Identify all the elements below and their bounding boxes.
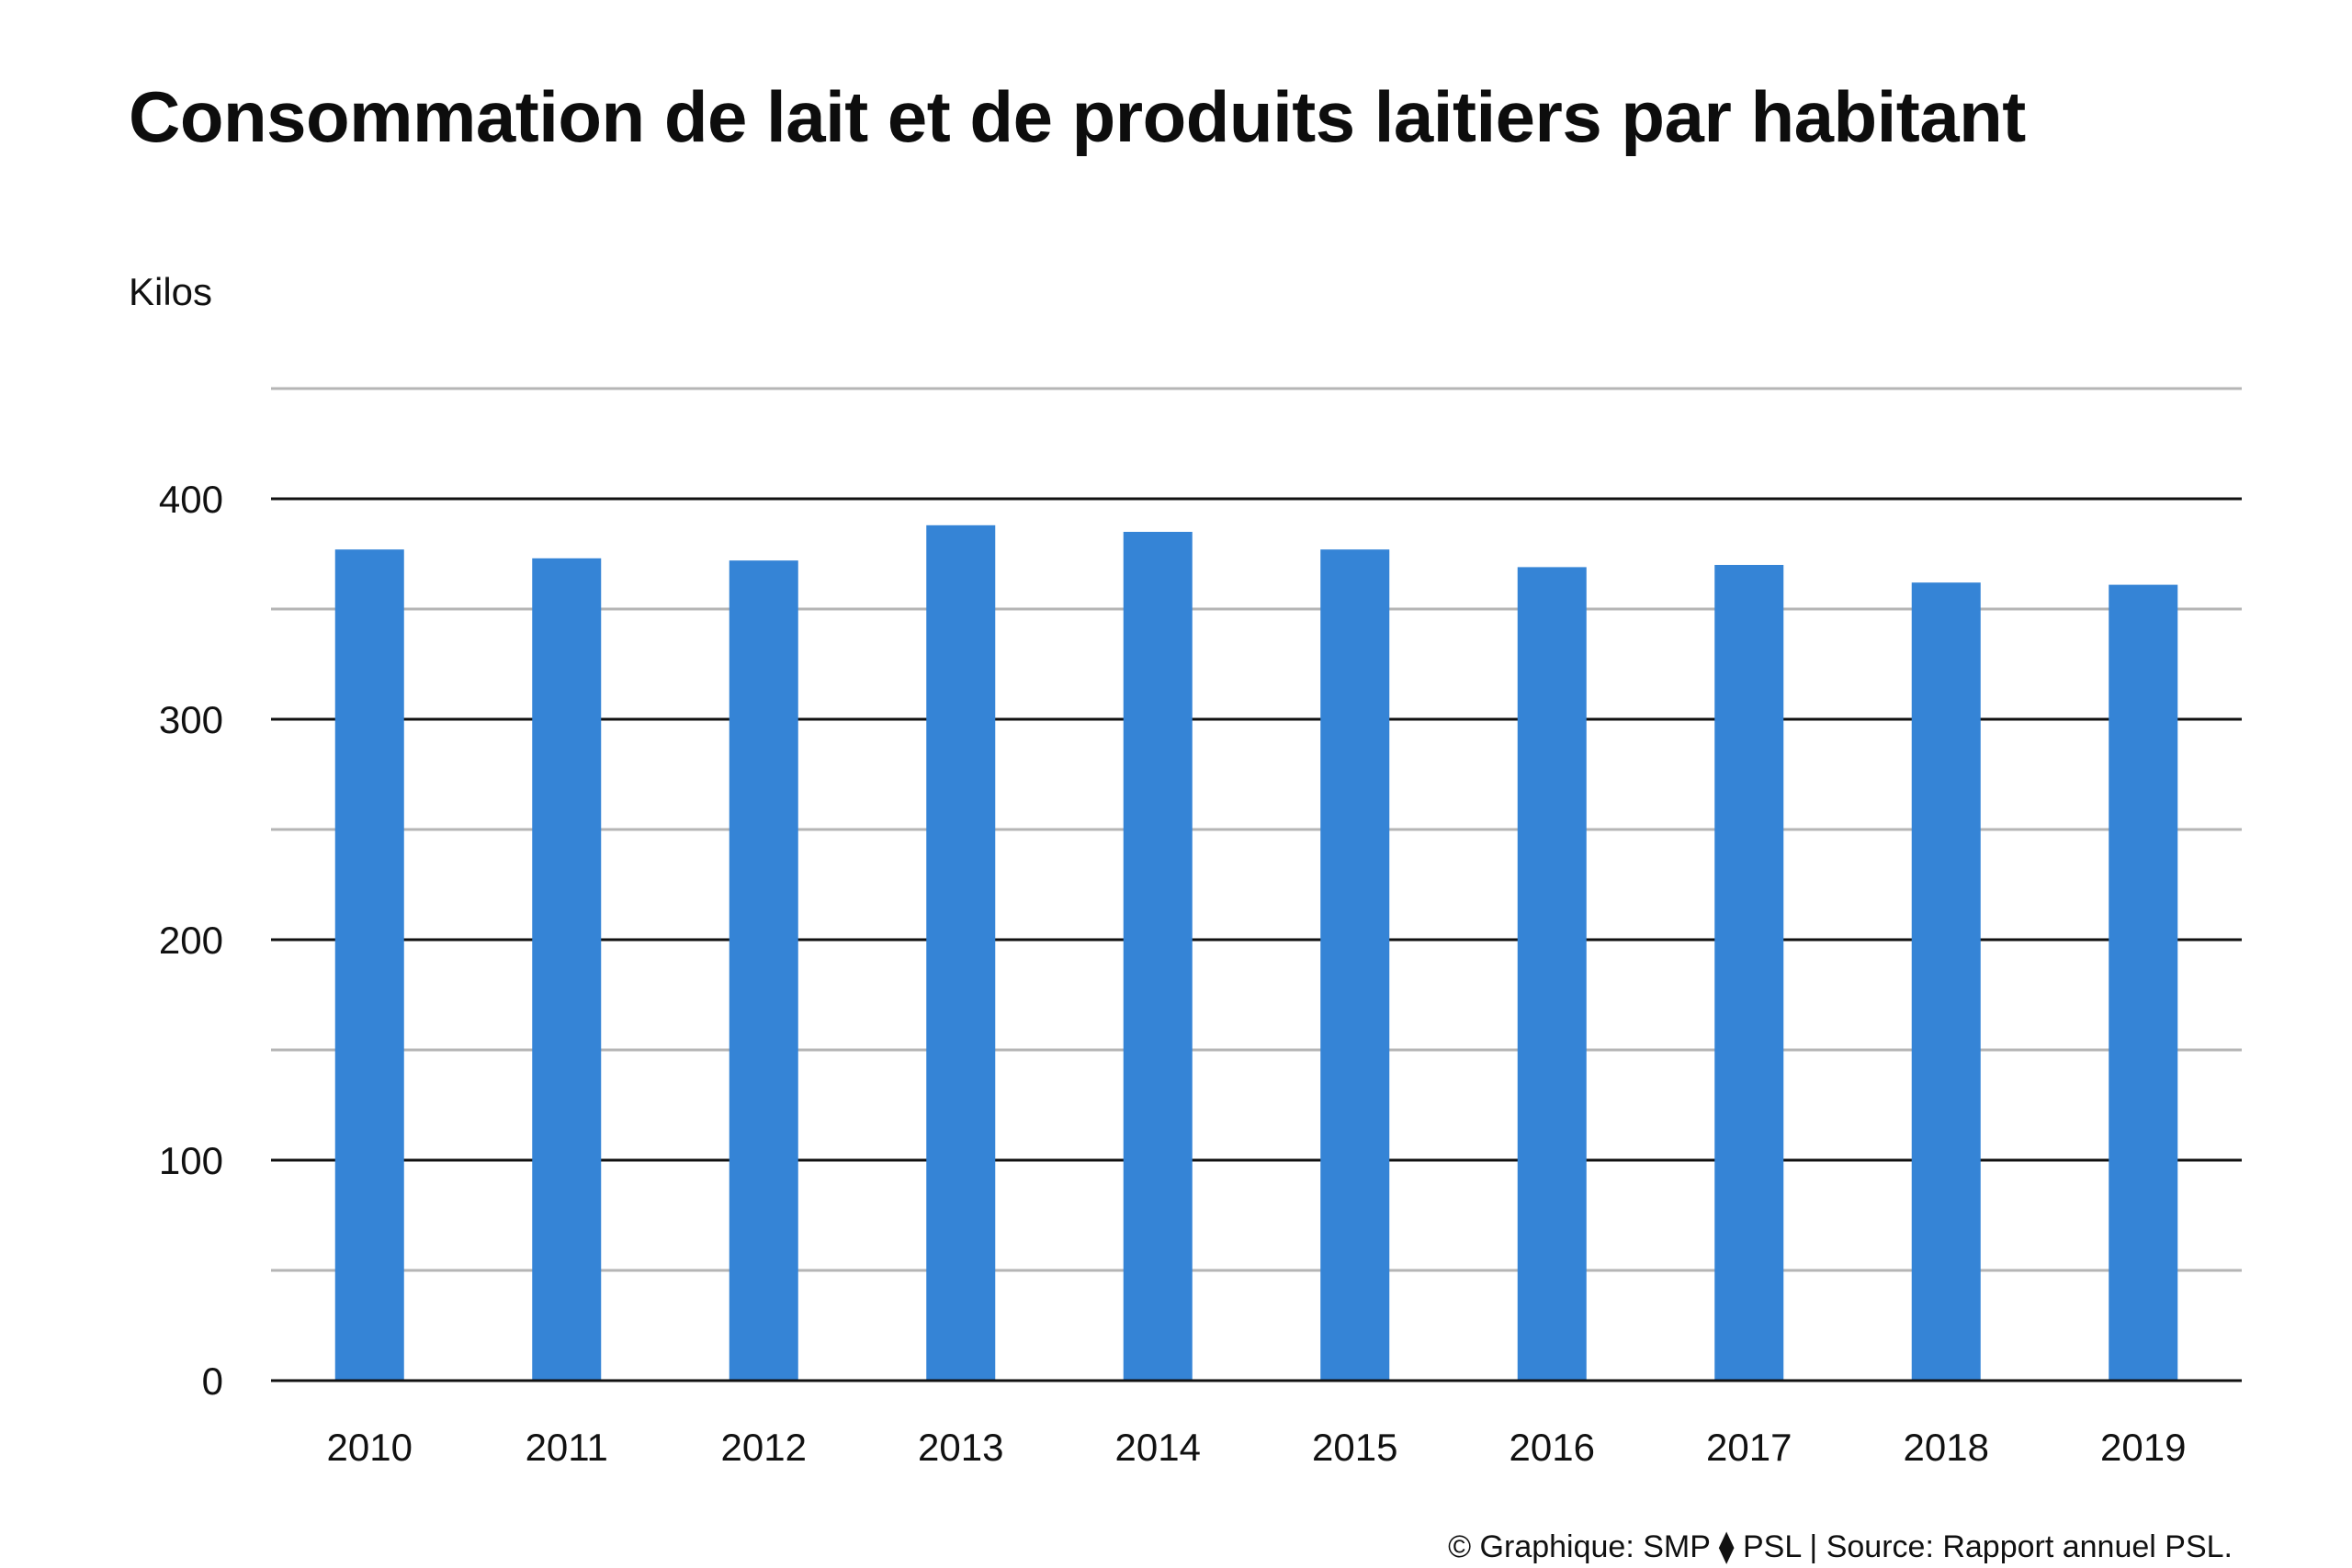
y-axis-ticks: 0 100 200 300 400 <box>159 478 223 1403</box>
x-tick-label: 2015 <box>1312 1426 1397 1469</box>
x-tick-label: 2014 <box>1115 1426 1201 1469</box>
chart-title: Consommation de lait et de produits lait… <box>129 76 2026 157</box>
bar-2018 <box>1911 582 1981 1381</box>
source-note: © Graphique: SMP ⧫ PSL | Source: Rapport… <box>1448 1529 2233 1564</box>
bar-2013 <box>926 525 996 1381</box>
y-axis-label: Kilos <box>129 270 212 313</box>
y-tick-label: 400 <box>159 478 223 521</box>
x-tick-label: 2017 <box>1706 1426 1792 1469</box>
bar-2011 <box>532 558 602 1381</box>
bar-2010 <box>334 549 404 1381</box>
x-tick-label: 2016 <box>1510 1426 1595 1469</box>
x-tick-label: 2018 <box>1904 1426 1989 1469</box>
bars <box>334 525 2178 1381</box>
y-tick-label: 200 <box>159 919 223 962</box>
bar-2016 <box>1517 567 1587 1381</box>
x-tick-label: 2011 <box>526 1426 608 1469</box>
x-tick-label: 2013 <box>918 1426 1003 1469</box>
bar-2014 <box>1123 532 1193 1381</box>
y-tick-label: 100 <box>159 1139 223 1182</box>
x-tick-label: 2019 <box>2100 1426 2186 1469</box>
x-tick-label: 2010 <box>327 1426 413 1469</box>
bar-2019 <box>2109 584 2178 1381</box>
bar-2015 <box>1320 549 1390 1381</box>
x-axis-ticks: 2010 2011 2012 2013 2014 2015 2016 2017 2018 2019 <box>327 1426 2187 1469</box>
x-tick-label: 2012 <box>721 1426 807 1469</box>
y-tick-label: 0 <box>202 1359 223 1403</box>
y-tick-label: 300 <box>159 698 223 741</box>
bar-2012 <box>729 560 798 1381</box>
bar-2017 <box>1714 565 1784 1381</box>
